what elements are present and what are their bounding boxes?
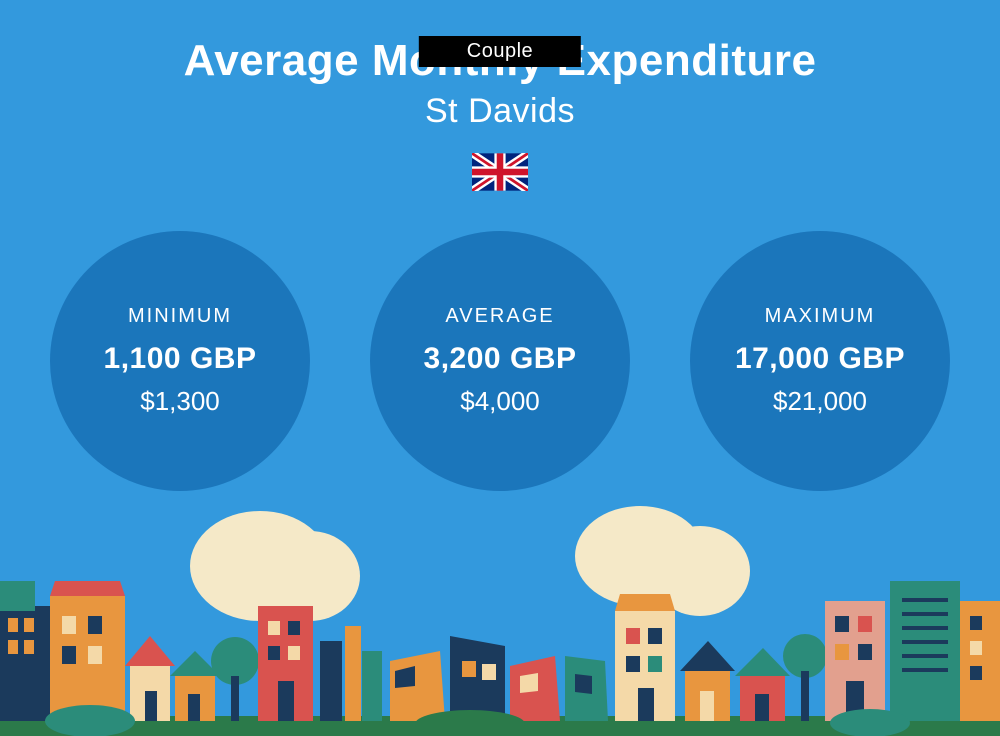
city-name: St Davids [0, 92, 1000, 131]
stat-usd: $1,300 [140, 386, 220, 417]
stat-gbp: 1,100 GBP [104, 342, 257, 376]
stat-label: AVERAGE [445, 305, 554, 328]
stat-circle-minimum: MINIMUM 1,100 GBP $1,300 [50, 231, 310, 491]
stat-circle-average: AVERAGE 3,200 GBP $4,000 [370, 231, 630, 491]
stat-usd: $21,000 [773, 386, 867, 417]
stat-gbp: 3,200 GBP [424, 342, 577, 376]
stat-circle-maximum: MAXIMUM 17,000 GBP $21,000 [690, 231, 950, 491]
uk-flag-icon [472, 153, 528, 191]
stat-circles: MINIMUM 1,100 GBP $1,300 AVERAGE 3,200 G… [0, 231, 1000, 491]
household-badge: Couple [419, 36, 581, 67]
stat-label: MINIMUM [128, 305, 232, 328]
stat-gbp: 17,000 GBP [735, 342, 905, 376]
stat-label: MAXIMUM [765, 305, 876, 328]
cityscape-illustration [0, 506, 1000, 736]
stat-usd: $4,000 [460, 386, 540, 417]
